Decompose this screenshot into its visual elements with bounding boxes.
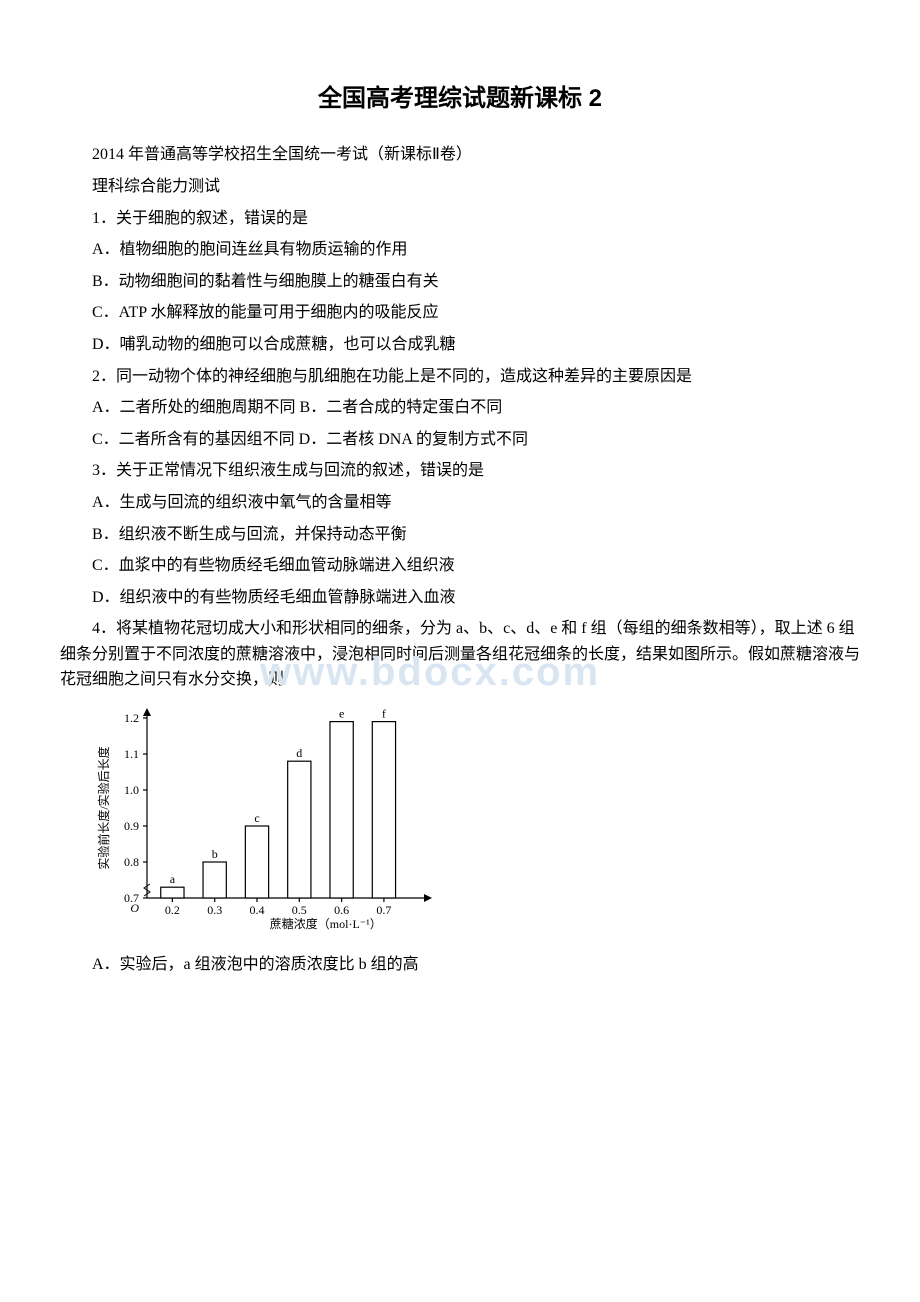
svg-text:1.0: 1.0 bbox=[124, 783, 139, 797]
svg-text:0.9: 0.9 bbox=[124, 819, 139, 833]
svg-text:a: a bbox=[170, 872, 176, 886]
bar-chart-svg: 0.70.80.91.01.11.20.2a0.3b0.4c0.5d0.6e0.… bbox=[92, 703, 432, 933]
q3-opt-d: D．组织液中的有些物质经毛细血管静脉端进入血液 bbox=[60, 585, 860, 611]
svg-text:0.7: 0.7 bbox=[376, 903, 391, 917]
svg-text:1.1: 1.1 bbox=[124, 747, 139, 761]
q1-opt-a: A．植物细胞的胞间连丝具有物质运输的作用 bbox=[60, 237, 860, 263]
q1-stem: 1．关于细胞的叙述，错误的是 bbox=[60, 206, 860, 232]
q4-chart: 0.70.80.91.01.11.20.2a0.3b0.4c0.5d0.6e0.… bbox=[92, 703, 860, 942]
intro-line-2: 理科综合能力测试 bbox=[60, 174, 860, 200]
q4-stem: 4．将某植物花冠切成大小和形状相同的细条，分为 a、b、c、d、e 和 f 组（… bbox=[60, 616, 860, 693]
svg-text:0.8: 0.8 bbox=[124, 855, 139, 869]
svg-text:1.2: 1.2 bbox=[124, 711, 139, 725]
svg-text:0.4: 0.4 bbox=[250, 903, 265, 917]
svg-text:蔗糖浓度（mol·L⁻¹）: 蔗糖浓度（mol·L⁻¹） bbox=[270, 916, 382, 931]
page-title: 全国高考理综试题新课标 2 bbox=[60, 80, 860, 118]
svg-text:c: c bbox=[254, 811, 259, 825]
q3-opt-b: B．组织液不断生成与回流，并保持动态平衡 bbox=[60, 522, 860, 548]
svg-text:0.2: 0.2 bbox=[165, 903, 180, 917]
q3-stem: 3．关于正常情况下组织液生成与回流的叙述，错误的是 bbox=[60, 458, 860, 484]
svg-text:0.3: 0.3 bbox=[207, 903, 222, 917]
q1-opt-d: D．哺乳动物的细胞可以合成蔗糖，也可以合成乳糖 bbox=[60, 332, 860, 358]
svg-text:e: e bbox=[339, 707, 344, 721]
svg-text:d: d bbox=[296, 746, 302, 760]
svg-text:实验前长度/实验后长度: 实验前长度/实验后长度 bbox=[96, 746, 111, 869]
q2-stem: 2．同一动物个体的神经细胞与肌细胞在功能上是不同的，造成这种差异的主要原因是 bbox=[60, 364, 860, 390]
q1-opt-b: B．动物细胞间的黏着性与细胞膜上的糖蛋白有关 bbox=[60, 269, 860, 295]
svg-text:O: O bbox=[130, 901, 139, 915]
svg-text:0.5: 0.5 bbox=[292, 903, 307, 917]
svg-text:0.6: 0.6 bbox=[334, 903, 349, 917]
q3-opt-c: C．血浆中的有些物质经毛细血管动脉端进入组织液 bbox=[60, 553, 860, 579]
q3-opt-a: A．生成与回流的组织液中氧气的含量相等 bbox=[60, 490, 860, 516]
svg-text:f: f bbox=[382, 707, 386, 721]
q1-opt-c: C．ATP 水解释放的能量可用于细胞内的吸能反应 bbox=[60, 300, 860, 326]
q2-opt-cd: C．二者所含有的基因组不同 D．二者核 DNA 的复制方式不同 bbox=[60, 427, 860, 453]
intro-line-1: 2014 年普通高等学校招生全国统一考试（新课标Ⅱ卷） bbox=[60, 142, 860, 168]
q4-opt-a: A．实验后，a 组液泡中的溶质浓度比 b 组的高 bbox=[60, 952, 860, 978]
q2-opt-ab: A．二者所处的细胞周期不同 B．二者合成的特定蛋白不同 bbox=[60, 395, 860, 421]
svg-text:b: b bbox=[212, 847, 218, 861]
